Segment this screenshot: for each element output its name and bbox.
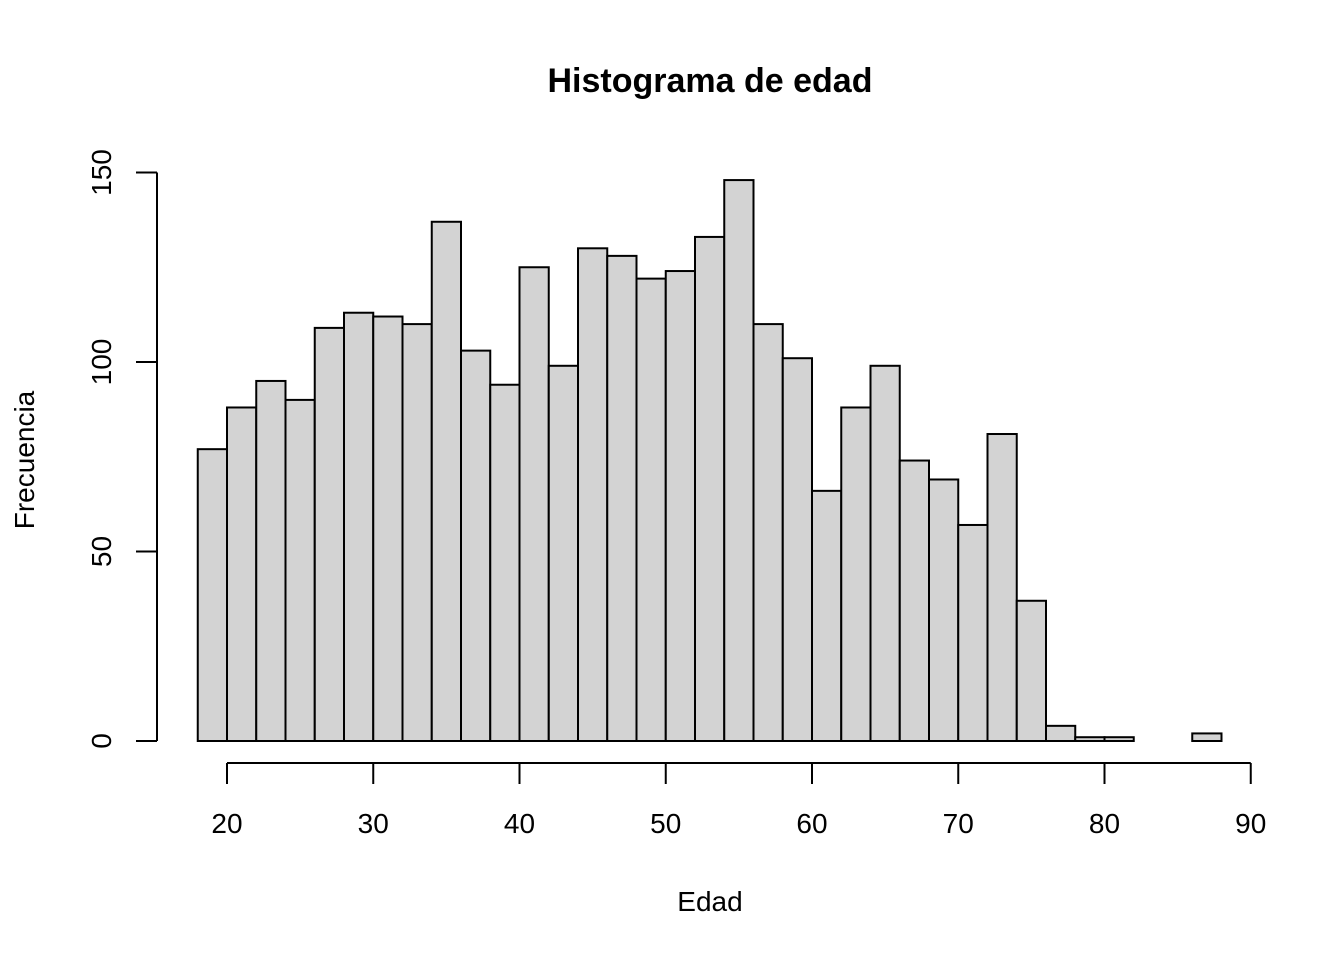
- histogram-bar: [401, 323, 433, 742]
- y-axis: 0 50 100 150: [86, 149, 158, 749]
- histogram-bar: [811, 489, 843, 742]
- histogram-bar: [606, 254, 638, 742]
- histogram-bar: [547, 364, 579, 742]
- histogram-bar: [898, 459, 930, 742]
- histogram-bar: [343, 311, 375, 742]
- x-tick-label: 80: [1089, 808, 1120, 839]
- histogram-bar: [664, 270, 696, 742]
- histogram-bar: [372, 315, 404, 742]
- y-tick-label: 50: [86, 536, 117, 567]
- histogram-bar: [635, 277, 667, 742]
- histogram-bar: [255, 379, 287, 742]
- histogram-bar: [781, 357, 813, 742]
- histogram-bar: [430, 220, 462, 742]
- chart-title: Histograma de edad: [548, 62, 873, 100]
- histogram-bar: [723, 179, 755, 742]
- x-tick-label: 50: [650, 808, 681, 839]
- histogram-bar: [577, 247, 609, 743]
- histogram-bar: [196, 448, 228, 742]
- x-tick-label: 90: [1235, 808, 1266, 839]
- x-tick-label: 70: [943, 808, 974, 839]
- x-axis: 20 30 40 50 60 70 80 90: [211, 762, 1266, 839]
- y-axis-label: Frecuencia: [9, 390, 40, 529]
- histogram-bar: [1015, 599, 1047, 743]
- x-tick-label: 20: [211, 808, 242, 839]
- histogram-bar: [1103, 736, 1135, 743]
- histogram-bar: [284, 398, 316, 742]
- histogram-bar: [986, 433, 1018, 742]
- histogram-bar: [460, 349, 492, 742]
- histogram-bar: [928, 478, 960, 742]
- y-tick-label: 100: [86, 339, 117, 386]
- x-axis-label: Edad: [677, 886, 742, 917]
- histogram-bar: [313, 326, 345, 742]
- y-tick-label: 150: [86, 149, 117, 196]
- bars-group: [196, 179, 1223, 743]
- histogram-bar: [752, 323, 784, 742]
- y-tick-label: 0: [86, 733, 117, 749]
- x-tick-label: 40: [504, 808, 535, 839]
- histogram-bar: [518, 266, 550, 742]
- x-tick-label: 60: [796, 808, 827, 839]
- histogram-bar: [694, 235, 726, 742]
- histogram-bar: [840, 406, 872, 742]
- histogram-bar: [1045, 724, 1077, 743]
- histogram-bar: [1191, 732, 1223, 742]
- histogram-bar: [957, 523, 989, 742]
- histogram-bar: [1074, 736, 1106, 743]
- histogram-bar: [226, 406, 258, 742]
- x-tick-label: 30: [358, 808, 389, 839]
- histogram-bar: [489, 383, 521, 742]
- histogram-bar: [869, 364, 901, 742]
